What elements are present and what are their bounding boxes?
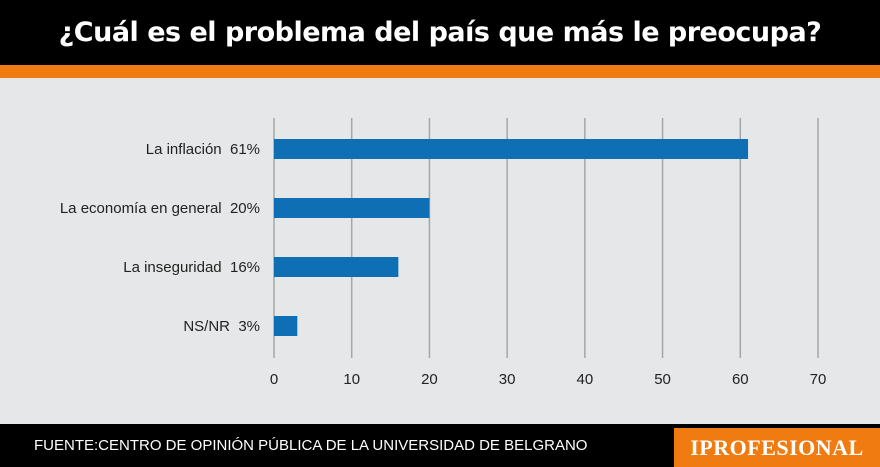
bar [274,257,399,277]
x-tick-label: 50 [654,371,671,388]
x-tick-label: 30 [499,371,516,388]
header-bar: ¿Cuál es el problema del país que más le… [0,0,880,65]
x-tick-label: 70 [810,371,827,388]
accent-stripe [0,65,880,78]
bar [274,316,298,336]
bar-chart: 0 10 20 30 40 50 60 70 La inflación 61% La econom… [60,118,827,388]
footer-bar: FUENTE:CENTRO DE OPINIÓN PÚBLICA DE LA U… [0,424,880,467]
x-tick-label: 60 [732,371,749,388]
brand-logo-text: IPROFESIONAL [690,435,864,460]
chart-title: ¿Cuál es el problema del país que más le… [58,17,822,48]
x-tick-label: 10 [343,371,360,388]
x-tick-label: 0 [270,371,278,388]
source-text: FUENTE:CENTRO DE OPINIÓN PÚBLICA DE LA U… [34,437,588,454]
bar [274,198,430,218]
category-label: NS/NR 3% [183,318,260,335]
x-tick-label: 20 [421,371,438,388]
category-label: La inflación 61% [146,141,260,158]
x-tick-label: 40 [577,371,594,388]
brand-logo: IPROFESIONAL [674,428,880,467]
bar [274,139,749,159]
category-label: La inseguridad 16% [123,259,260,276]
category-label: La economía en general 20% [60,200,260,217]
